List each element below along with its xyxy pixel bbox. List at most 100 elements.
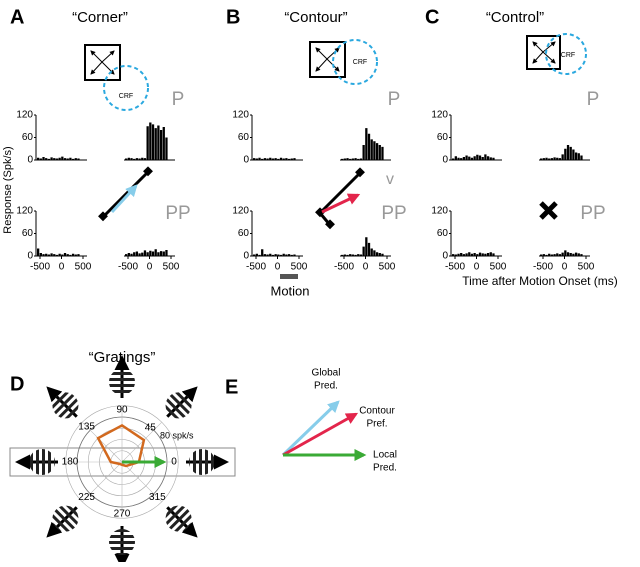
histogram-bar bbox=[465, 253, 468, 256]
histogram-bar bbox=[367, 242, 371, 256]
angle-label: 225 bbox=[78, 492, 95, 503]
histogram-bar bbox=[370, 248, 373, 256]
histogram-bar bbox=[486, 253, 490, 256]
histogram-bar bbox=[66, 254, 69, 256]
histogram-bar bbox=[489, 157, 492, 160]
histogram-bar bbox=[255, 158, 258, 160]
histogram-bar bbox=[454, 254, 457, 256]
grating bbox=[189, 449, 215, 475]
histogram-bar bbox=[141, 252, 144, 256]
histogram-bar bbox=[159, 251, 163, 256]
histogram-bar bbox=[271, 158, 275, 160]
histogram-bar bbox=[290, 254, 293, 256]
histogram-bar bbox=[66, 158, 69, 160]
histogram-bar bbox=[39, 253, 42, 256]
grating bbox=[109, 529, 135, 555]
histogram-bar bbox=[542, 254, 545, 256]
crf-label: CRF bbox=[561, 52, 575, 59]
histogram-bar bbox=[42, 254, 45, 256]
histogram-bar bbox=[349, 158, 352, 160]
pp-label: PP bbox=[381, 203, 406, 224]
histogram-bar bbox=[564, 250, 567, 256]
x-tick-label: 500 bbox=[578, 262, 595, 273]
panel-title: “Control” bbox=[486, 9, 544, 26]
histogram-bar bbox=[277, 158, 280, 160]
histogram-bar bbox=[341, 254, 344, 256]
histogram-bar bbox=[293, 254, 296, 256]
panel-letter: E bbox=[225, 376, 238, 398]
y-tick-label: 0 bbox=[243, 155, 249, 166]
histogram-bar bbox=[282, 158, 285, 160]
histogram-bar bbox=[375, 143, 379, 160]
histogram-bar bbox=[53, 158, 56, 160]
histogram-bar bbox=[373, 141, 376, 160]
histogram-bar bbox=[253, 158, 256, 160]
histogram-bar bbox=[580, 155, 583, 160]
vector-label: Contour bbox=[359, 406, 395, 417]
y-tick-label: 120 bbox=[16, 110, 33, 121]
histogram-bar bbox=[478, 252, 482, 256]
histogram-bar bbox=[346, 158, 349, 160]
tuning-curve bbox=[96, 423, 146, 468]
histogram-bar bbox=[151, 124, 155, 160]
p-label: P bbox=[587, 89, 600, 110]
histogram-bar bbox=[359, 254, 363, 256]
histogram-bar bbox=[545, 254, 548, 256]
histogram-bar bbox=[365, 128, 368, 160]
histogram-bar bbox=[460, 253, 463, 256]
histogram-bar bbox=[468, 156, 471, 160]
polar-spoke bbox=[82, 461, 123, 502]
x-tick-label: 500 bbox=[379, 262, 396, 273]
vector-label: Pred. bbox=[314, 381, 338, 392]
histogram-bar bbox=[362, 145, 365, 160]
polar-spoke bbox=[121, 461, 162, 502]
histogram-bar bbox=[540, 158, 543, 160]
histogram-bar bbox=[564, 148, 567, 160]
histogram-bar bbox=[125, 158, 128, 160]
histogram-bar bbox=[481, 253, 484, 256]
histogram-bar bbox=[473, 156, 476, 160]
histogram-bar bbox=[138, 253, 141, 256]
histogram-bar bbox=[381, 253, 384, 256]
polar-frame bbox=[9, 447, 236, 477]
angle-label: 90 bbox=[116, 405, 128, 416]
angle-label: 315 bbox=[149, 492, 166, 503]
histogram-bar bbox=[125, 254, 128, 256]
histogram-bar bbox=[457, 157, 460, 160]
histogram-bar bbox=[37, 157, 40, 160]
histogram-bar bbox=[61, 156, 64, 160]
histogram-bar bbox=[133, 252, 136, 256]
histogram-bar bbox=[266, 254, 269, 256]
histogram-bar bbox=[351, 158, 355, 160]
histogram-bar bbox=[47, 158, 51, 160]
histogram-bar bbox=[378, 145, 381, 160]
histogram-bar bbox=[341, 158, 344, 160]
x-tick-label: -500 bbox=[445, 262, 465, 273]
y-tick-label: 120 bbox=[16, 206, 33, 217]
x-tick-label: -500 bbox=[118, 262, 138, 273]
x-tick-label: 500 bbox=[291, 262, 308, 273]
histogram-bar bbox=[261, 158, 264, 160]
histogram-bar bbox=[138, 158, 141, 160]
histogram-bar bbox=[63, 253, 67, 256]
histogram-bar bbox=[354, 158, 357, 160]
histogram-bar bbox=[378, 253, 381, 256]
histogram-bar bbox=[135, 251, 139, 256]
histogram-bar bbox=[266, 158, 269, 160]
y-tick-label: 60 bbox=[437, 228, 449, 239]
histogram-bar bbox=[258, 157, 261, 160]
histogram-bar bbox=[473, 253, 476, 256]
histogram-bar bbox=[42, 157, 45, 160]
histogram-bar bbox=[53, 254, 56, 256]
histogram-bar bbox=[71, 253, 75, 256]
histogram-bar bbox=[45, 253, 48, 256]
histogram-bar bbox=[561, 252, 564, 256]
histogram-bar bbox=[37, 248, 40, 256]
histogram-bar bbox=[287, 158, 291, 160]
y-tick-label: 0 bbox=[442, 155, 448, 166]
vector-label: Global bbox=[312, 368, 341, 379]
histogram-bar bbox=[476, 254, 479, 256]
angle-label: 135 bbox=[78, 421, 95, 432]
grating bbox=[52, 392, 79, 419]
histogram-bar bbox=[58, 157, 61, 160]
